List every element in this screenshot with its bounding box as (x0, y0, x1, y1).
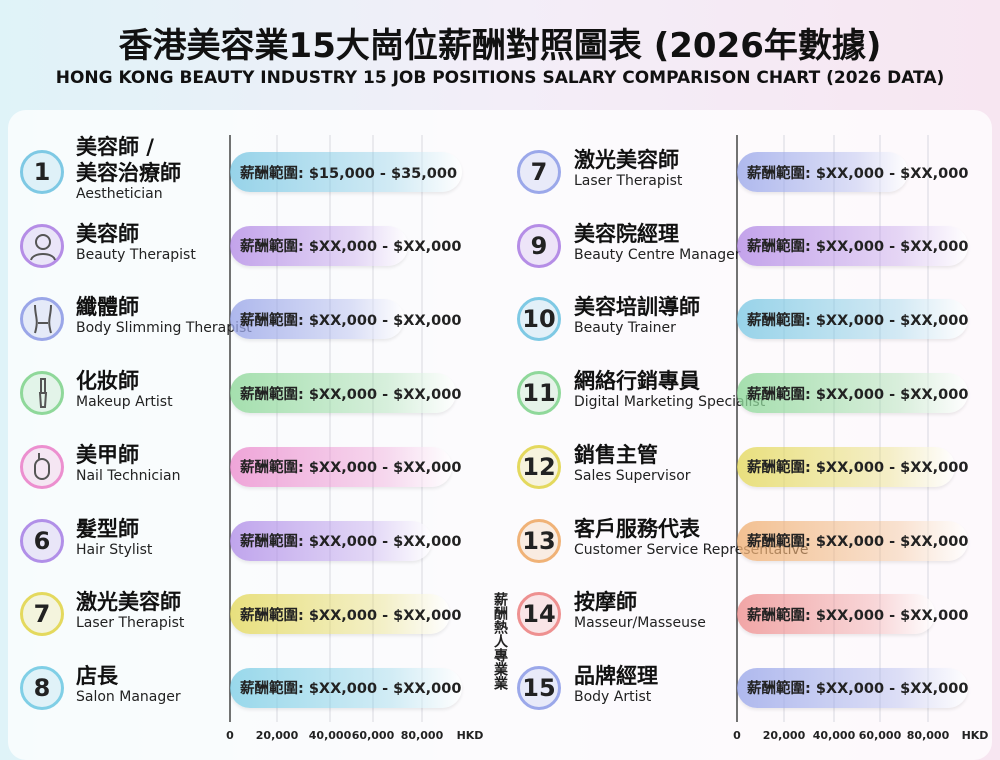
job-english: Sales Supervisor (574, 467, 691, 484)
badge (20, 223, 64, 268)
icon (34, 452, 50, 480)
job-english: Body Slimming Therapist (76, 320, 252, 337)
badge: 15 (517, 665, 561, 710)
salary-bar: 薪酬範圍: $XX,000 - $XX,000 (737, 299, 968, 340)
salary-bar: 薪酬範圍: $XX,000 - $XX,000 (737, 373, 968, 414)
axis-label: 80,000 (400, 729, 444, 742)
side-note: 薪酬熱人專業業 (492, 592, 508, 690)
icon (38, 378, 48, 409)
badge: 7 (20, 592, 64, 637)
job-name: 品牌經理 (574, 663, 658, 688)
badge: 14 (517, 592, 561, 637)
job-name: 纖體師 (76, 295, 139, 320)
job-english: Beauty Therapist (76, 246, 196, 263)
job-english: Salon Manager (76, 688, 181, 705)
badge: 6 (20, 518, 64, 563)
badge (20, 444, 64, 489)
salary-bar: 薪酬範圍: $XX,000 - $XX,000 (230, 594, 461, 635)
salary-bar: 薪酬範圍: $XX,000 - $XX,000 (230, 446, 461, 487)
axis-label: 40,000 (812, 729, 856, 742)
badge (20, 297, 64, 342)
job-name: 按摩師 (574, 590, 637, 615)
salary-bar: 薪酬範圍: $15,000 - $35,000 (230, 152, 462, 192)
job-name: 化妝師 (76, 369, 139, 394)
salary-bar: 薪酬範圍: $XX,000 - $XX,000 (737, 594, 968, 635)
title: 香港美容業15大崗位薪酬對照圖表 (2026年數據) (118, 26, 882, 66)
badge (20, 371, 64, 416)
subtitle: HONG KONG BEAUTY INDUSTRY 15 JOB POSITIO… (55, 68, 945, 88)
badge: 13 (517, 518, 561, 563)
job-name: 激光美容師 (76, 590, 181, 615)
salary-bar: 薪酬範圍: $XX,000 - $XX,000 (230, 299, 461, 340)
salary-bar: 薪酬範圍: $XX,000 - $XX,000 (737, 446, 968, 487)
axis-label: 80,000 (906, 729, 950, 742)
badge: 7 (517, 150, 561, 194)
badge: 12 (517, 444, 561, 489)
axis-label: 20,000 (762, 729, 806, 742)
job-english: Hair Stylist (76, 541, 153, 558)
axis-label: 0 (733, 729, 741, 742)
axis-label: 20,000 (255, 729, 299, 742)
badge: 9 (517, 223, 561, 268)
axis-label: 60,000 (351, 729, 395, 742)
job-english: Makeup Artist (76, 394, 173, 411)
job-english: Beauty Centre Manager (574, 246, 741, 263)
job-name: 美容院經理 (574, 221, 679, 246)
axis-label: HKD (961, 729, 989, 742)
job-english: Laser Therapist (574, 173, 683, 189)
badge: 1 (20, 150, 64, 194)
badge: 10 (517, 297, 561, 342)
job-name: 髮型師 (76, 516, 139, 541)
job-name: 銷售主管 (574, 442, 658, 467)
job-english: Beauty Trainer (574, 320, 676, 337)
job-name: 美容師 / 美容治療師 (76, 135, 181, 185)
salary-bar: 薪酬範圍: $XX,000 - $XX,000 (737, 667, 968, 708)
job-english: Masseur/Masseuse (574, 615, 706, 632)
job-name: 激光美容師 (574, 148, 679, 172)
job-name: 網絡行銷專員 (574, 369, 700, 394)
icon (34, 305, 52, 334)
job-english: Digital Marketing Specialist (574, 394, 766, 411)
salary-bar: 薪酬範圍: $XX,000 - $XX,000 (230, 225, 461, 266)
salary-bar: 薪酬範圍: $XX,000 - $XX,000 (230, 520, 461, 561)
job-english: Laser Therapist (76, 615, 185, 632)
job-name: 美容師 (76, 221, 139, 246)
icon (30, 233, 56, 261)
axis-label: 60,000 (858, 729, 902, 742)
axis-label: HKD (456, 729, 484, 742)
axis-label: 0 (226, 729, 234, 742)
job-english: Body Artist (574, 688, 652, 705)
salary-bar: 薪酬範圍: $XX,000 - $XX,000 (737, 225, 968, 266)
job-name: 美容培訓導師 (574, 295, 700, 320)
job-english: Aesthetician (76, 186, 163, 202)
salary-bar: 薪酬範圍: $XX,000 - $XX,000 (737, 520, 968, 561)
job-name: 客戶服務代表 (574, 516, 700, 541)
panel (8, 110, 992, 760)
job-english: Nail Technician (76, 467, 181, 484)
salary-bar: 薪酬範圍: $XX,000 - $XX,000 (737, 152, 968, 192)
job-name: 美甲師 (76, 442, 139, 467)
salary-bar: 薪酬範圍: $XX,000 - $XX,000 (230, 373, 461, 414)
job-name: 店長 (76, 663, 118, 688)
axis-label: 40,000 (308, 729, 352, 742)
badge: 11 (517, 371, 561, 416)
salary-bar: 薪酬範圍: $XX,000 - $XX,000 (230, 667, 462, 708)
badge: 8 (20, 665, 64, 710)
